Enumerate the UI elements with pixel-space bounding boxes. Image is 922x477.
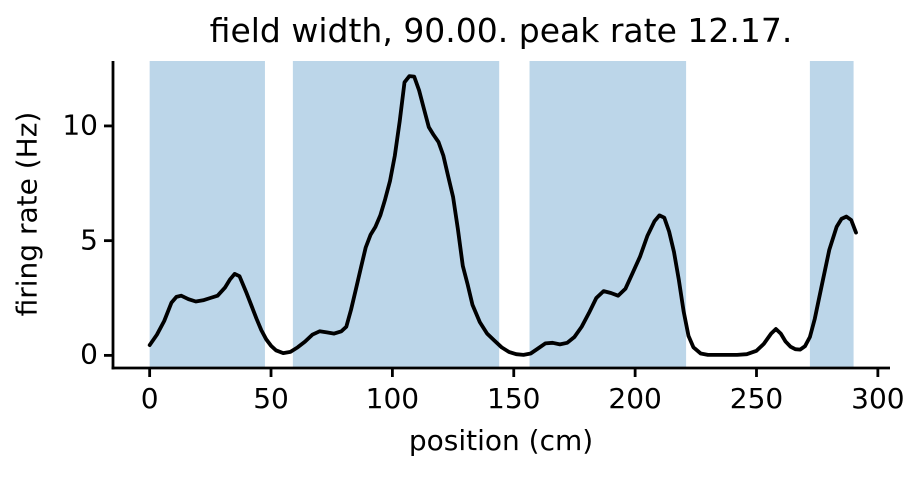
x-tick-label: 300 — [851, 382, 905, 415]
x-tick-label: 150 — [487, 382, 541, 415]
y-tick-label: 10 — [62, 108, 98, 142]
place-field-span — [809, 61, 854, 368]
place-field-span — [529, 61, 687, 368]
chart-title: field width, 90.00. peak rate 12.17. — [209, 11, 793, 50]
firing-rate-curve — [147, 74, 858, 357]
x-tick-label: 200 — [608, 382, 662, 415]
x-tick-label: 100 — [365, 382, 420, 415]
x-tick-label: 50 — [253, 382, 289, 415]
x-axis-label: position (cm) — [408, 424, 594, 457]
y-tick-label: 5 — [80, 223, 98, 257]
place-field-span — [149, 61, 265, 368]
x-tick-label: 0 — [140, 382, 159, 415]
y-tick-label: 0 — [80, 337, 98, 371]
x-tick-label: 250 — [729, 382, 784, 415]
place-field-span — [292, 61, 500, 368]
